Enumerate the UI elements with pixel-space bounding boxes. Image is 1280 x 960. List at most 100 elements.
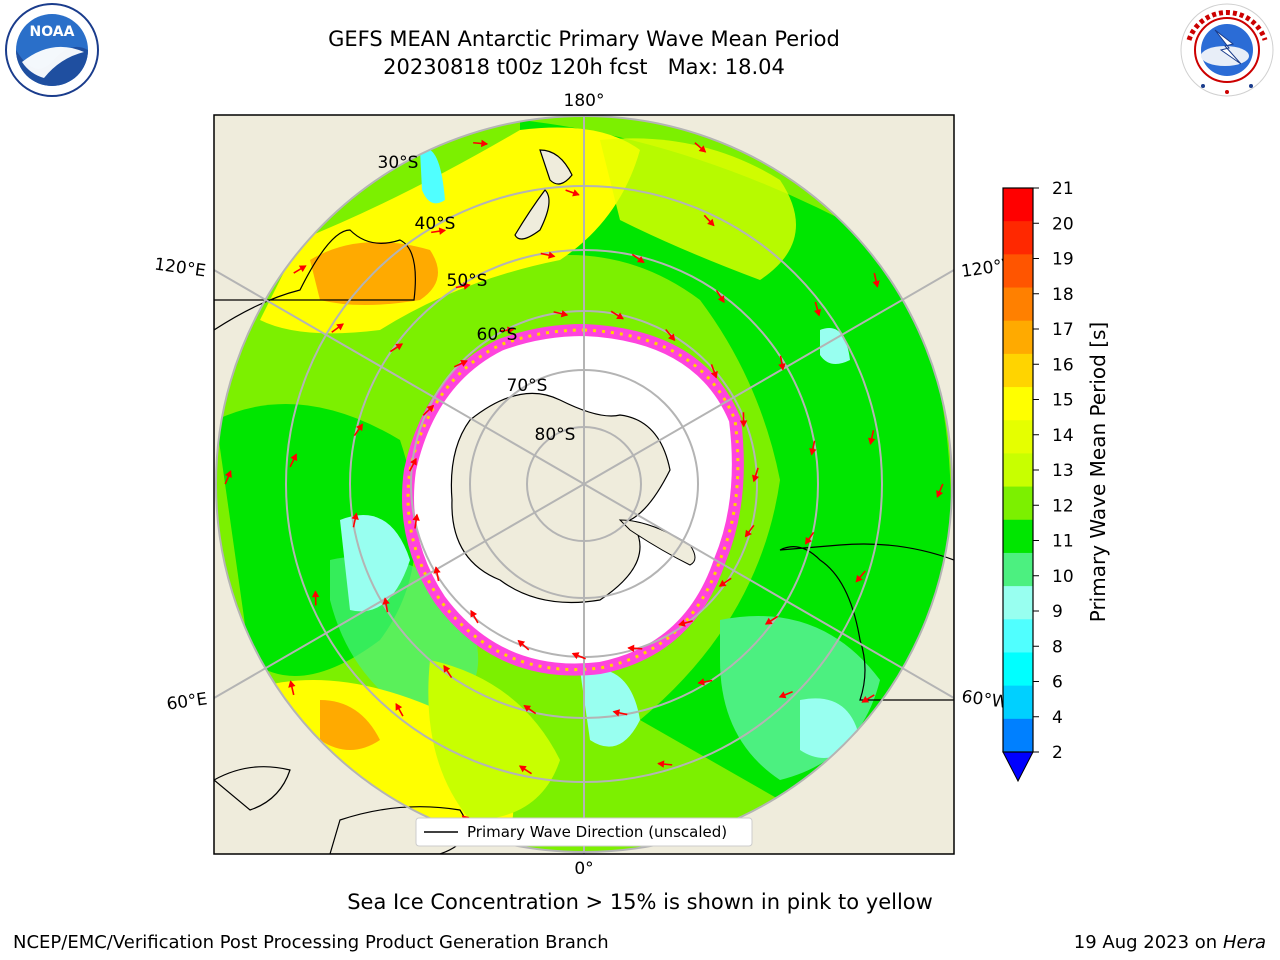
run-date: 19 Aug 2023 on	[1073, 932, 1218, 953]
nws-logo	[1180, 3, 1274, 97]
wave-arrow-head	[463, 282, 471, 290]
wave-arrow-head	[443, 664, 451, 673]
colorbar-bin	[1003, 453, 1033, 488]
wave-arrow-head	[426, 404, 435, 413]
noaa-logo-text: NOAA	[30, 24, 75, 40]
machine-name: Hera	[1222, 932, 1266, 953]
colorbar-bin	[1003, 718, 1033, 753]
colorbar-bin	[1003, 519, 1033, 554]
map-subtitle: 20230818 t00z 120h fcst Max: 18.04	[383, 55, 785, 79]
colorbar-label: Primary Wave Mean Period [s]	[1086, 321, 1110, 623]
legend-label: Primary Wave Direction (unscaled)	[467, 823, 727, 841]
wave-arrow-head	[518, 765, 527, 773]
wave-arrow-head	[410, 457, 417, 466]
wave-arrow-head	[813, 308, 822, 317]
colorbar-bins	[1003, 188, 1033, 753]
lat-label-70s: 70°S	[507, 376, 548, 396]
wave-arrow-head	[290, 453, 298, 462]
colorbar-tick-label: 11	[1052, 532, 1074, 552]
colorbar-bin	[1003, 486, 1033, 521]
colorbar-bin	[1003, 685, 1033, 720]
wave-arrow-head	[872, 280, 880, 288]
wave-arrow-head	[470, 609, 478, 618]
wave-arrow-head	[356, 423, 364, 432]
wave-arrow-head	[612, 709, 620, 717]
colorbar-bin	[1003, 420, 1033, 454]
wave-arrow-head	[718, 579, 727, 587]
lat-label-80s: 80°S	[535, 425, 576, 445]
colorbar-tick-label: 4	[1052, 708, 1063, 728]
wave-direction-arrows	[224, 139, 944, 829]
wave-arrow-head	[668, 333, 676, 342]
wave-arrow-head	[523, 704, 532, 712]
wave-arrow-head	[311, 590, 320, 598]
wave-arrow-head	[548, 251, 556, 259]
colorbar-bin	[1003, 552, 1033, 587]
wave-arrow-head	[936, 490, 944, 498]
wave-arrow-head	[717, 295, 725, 304]
colorbar-tick-label: 2	[1052, 743, 1063, 763]
run-date-credit: 19 Aug 2023 on Hera	[1074, 932, 1266, 953]
colorbar-bin	[1003, 188, 1033, 222]
colorbar-tick-label: 12	[1052, 496, 1074, 516]
colorbar-tick-label: 16	[1052, 355, 1074, 375]
colorbar-bin	[1003, 254, 1033, 289]
wave-arrow-head	[438, 227, 447, 235]
wave-arrow-head	[707, 218, 715, 227]
colorbar-tick-label: 8	[1052, 637, 1063, 657]
wave-arrow-head	[778, 363, 786, 371]
wave-arrow-head	[507, 326, 515, 334]
wave-arrow-head	[224, 470, 232, 478]
wave-arrow-head	[351, 512, 359, 520]
map-title: GEFS MEAN Antarctic Primary Wave Mean Pe…	[328, 27, 840, 51]
colorbar-bin	[1003, 652, 1033, 687]
colorbar-tick-label: 10	[1052, 567, 1074, 587]
colorbar-tick-label: 20	[1052, 214, 1074, 234]
lat-label-40s: 40°S	[415, 214, 456, 234]
sea-ice-footnote: Sea Ice Concentration > 15% is shown in …	[347, 890, 933, 914]
colorbar-bin	[1003, 221, 1033, 255]
colorbar-tick-label: 21	[1052, 179, 1074, 199]
colorbar-ticks: 21 20 19 18 17 16 15 14 13 12 11 10 9 8 6 4 2	[1033, 179, 1074, 763]
wave-arrow-head	[861, 695, 870, 703]
colorbar-tick-label: 9	[1052, 602, 1063, 622]
lon-label-180: 180°	[564, 91, 605, 111]
wave-arrow-head	[572, 189, 580, 197]
colorbar-tick-label: 13	[1052, 461, 1074, 481]
wave-arrow-head	[382, 597, 390, 605]
colorbar-bin	[1003, 287, 1033, 322]
graticule	[214, 115, 954, 854]
producer-credit: NCEP/EMC/Verification Post Processing Pr…	[13, 932, 609, 953]
map-legend: Primary Wave Direction (unscaled)	[415, 817, 753, 847]
wave-arrow-head	[560, 310, 569, 318]
wave-arrow-head	[288, 680, 296, 688]
wave-arrow-head	[710, 370, 718, 379]
colorbar-tick-label: 14	[1052, 426, 1074, 446]
wave-arrow-head	[855, 574, 863, 583]
wave-arrow-head	[678, 619, 686, 627]
colorbar-bin	[1003, 619, 1033, 653]
colorbar-tick-label: 15	[1052, 391, 1074, 411]
colorbar-under-arrow	[1002, 751, 1034, 783]
map-frame	[213, 114, 955, 855]
colorbar-tick-label: 19	[1052, 250, 1074, 270]
wave-arrow-head	[481, 139, 489, 148]
colorbar-bin	[1003, 320, 1033, 355]
wave-arrow-head	[412, 513, 420, 521]
wave-arrow-head	[752, 474, 760, 483]
colorbar-tick-label: 18	[1052, 285, 1074, 305]
wave-arrow-head	[298, 265, 307, 273]
wave-arrow-head	[460, 359, 468, 367]
wave-arrow-head	[697, 678, 705, 686]
wave-arrow-head	[809, 448, 817, 456]
wave-arrow-head	[616, 312, 624, 320]
wave-arrow-head	[698, 145, 707, 153]
wave-arrow-head	[804, 536, 812, 545]
colorbar-bin	[1003, 586, 1033, 620]
colorbar-tick-label: 6	[1052, 673, 1063, 693]
lon-label-0: 0°	[574, 859, 593, 879]
lat-label-30s: 30°S	[378, 153, 419, 173]
wave-arrow-head	[636, 256, 645, 264]
wave-arrow-head	[571, 652, 580, 660]
